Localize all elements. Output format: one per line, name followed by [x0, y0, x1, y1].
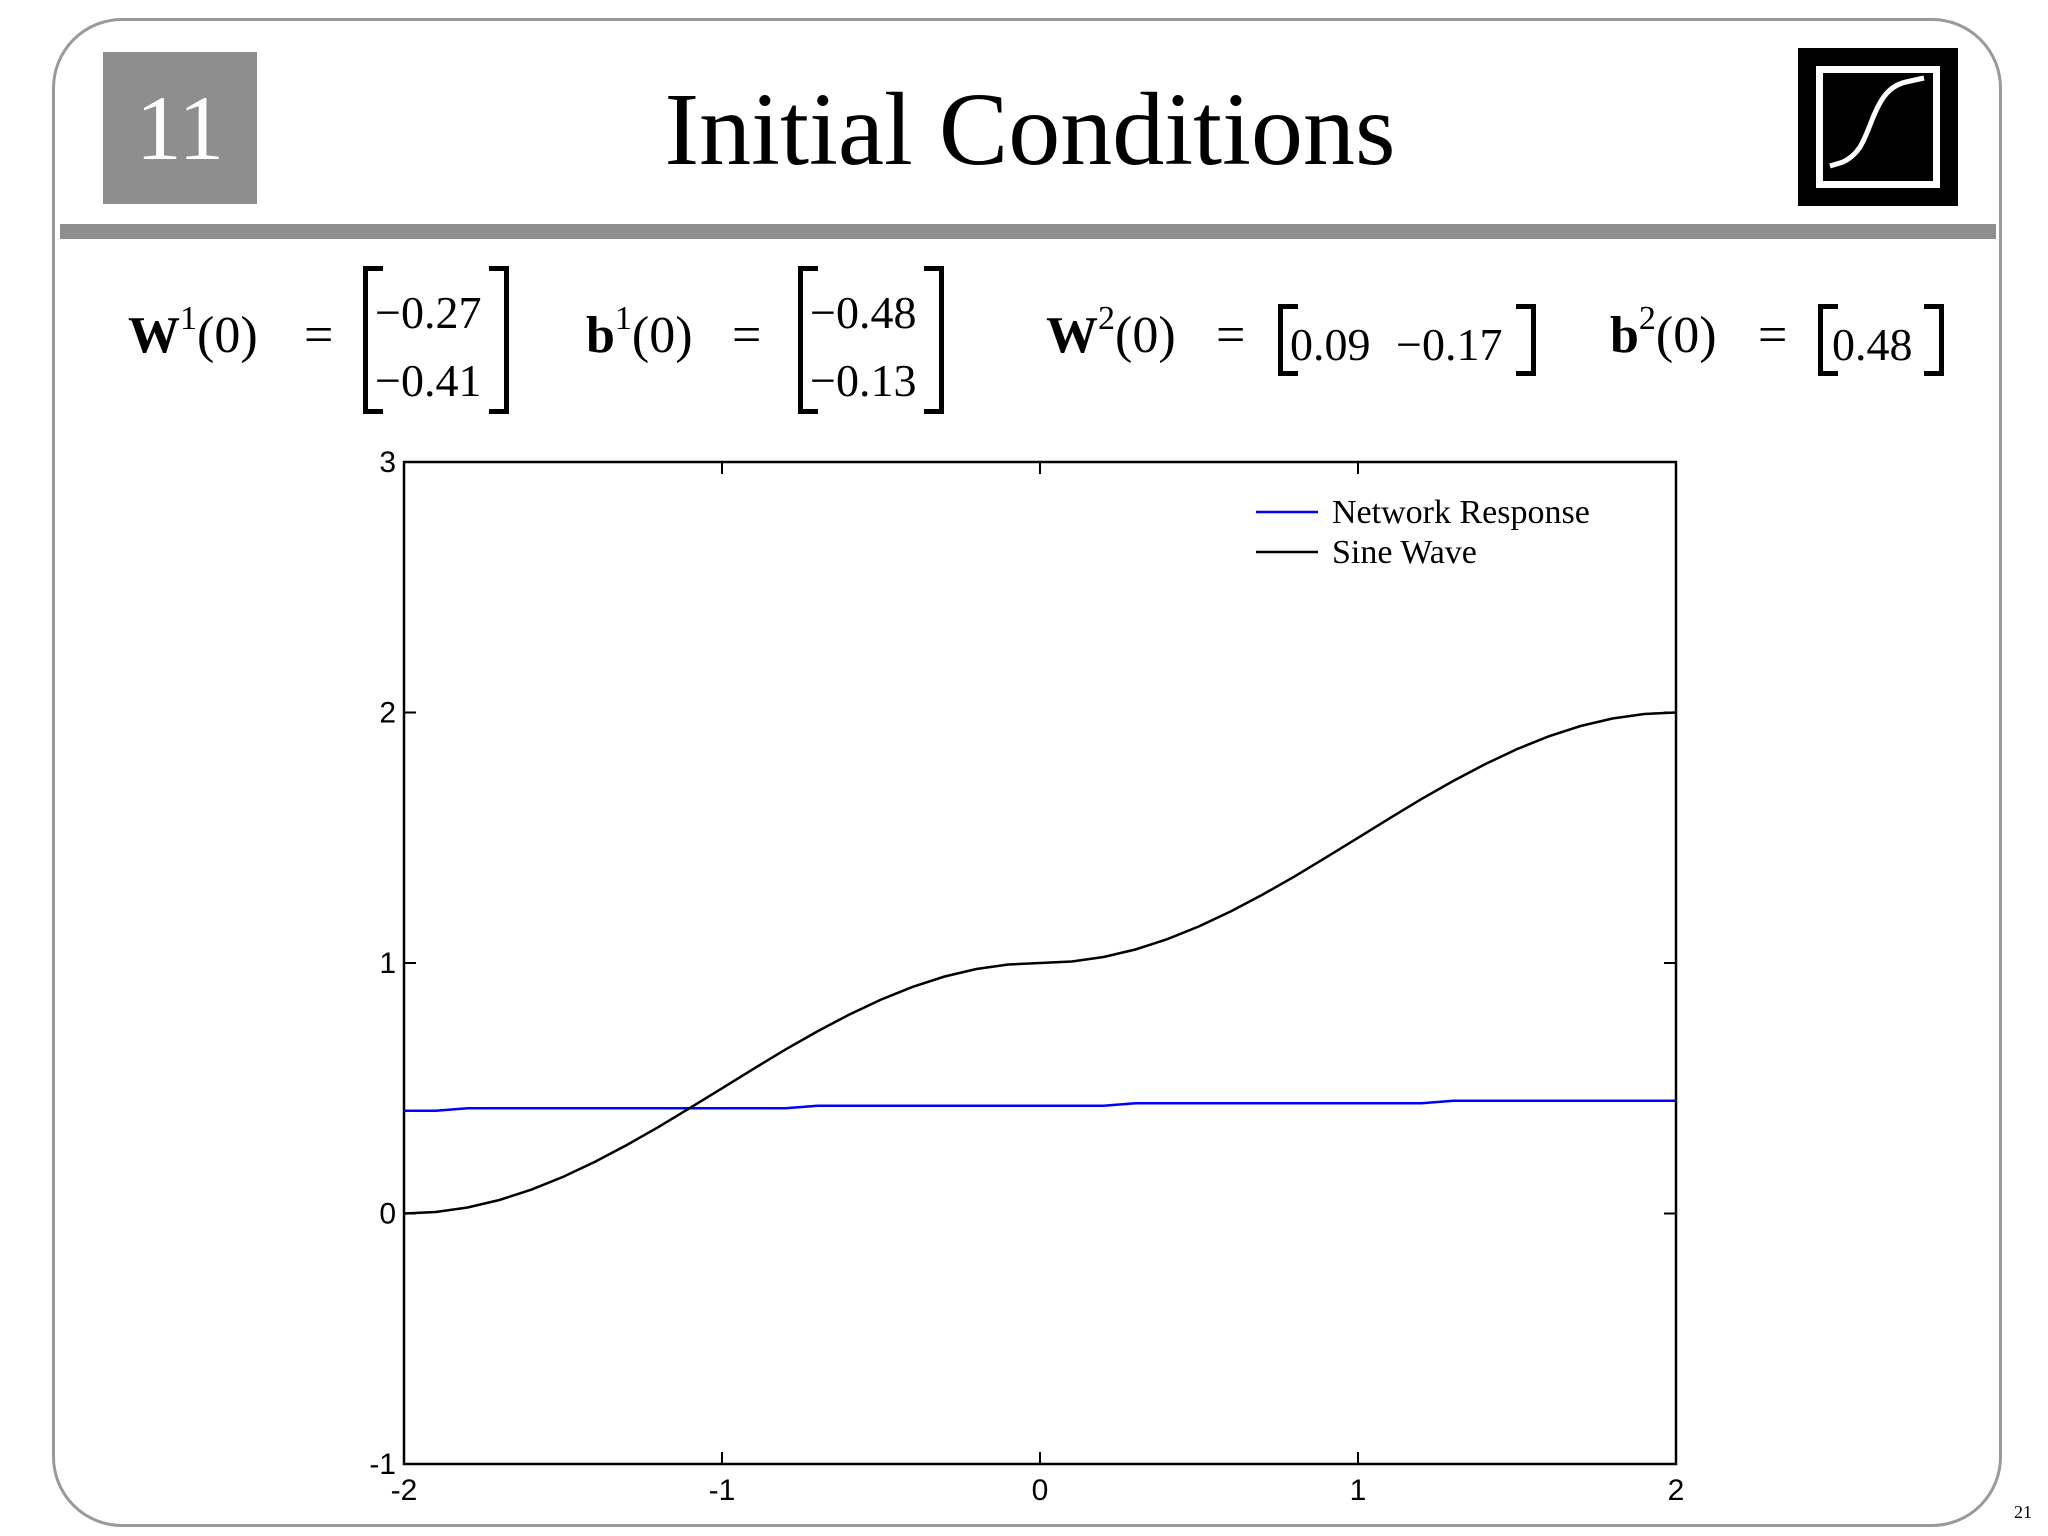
b1-value-2: −0.13	[810, 355, 917, 406]
equation-w2: W2(0) = 0.09 −0.17	[1046, 266, 1546, 416]
b1-value-1: −0.48	[810, 287, 917, 338]
x-tick-label: 1	[1350, 1474, 1367, 1507]
series-line-1	[404, 1099, 1676, 1113]
b2-label: b2(0)	[1610, 300, 1717, 364]
x-tick-label: 0	[1032, 1474, 1049, 1507]
x-tick-label: -1	[709, 1474, 736, 1507]
w1-equals: =	[304, 307, 334, 364]
w2-equals: =	[1216, 307, 1246, 364]
y-tick-label: 0	[379, 1198, 396, 1231]
series-line-2	[403, 711, 1677, 1215]
w1-label: W1(0)	[128, 300, 258, 364]
w2-value-2: −0.17	[1396, 319, 1503, 370]
b2-matrix: 0.48	[1818, 304, 1944, 376]
page-number: 21	[2014, 1502, 2032, 1522]
w1-value-2: −0.41	[375, 355, 482, 406]
sigmoid-logo-icon	[1798, 48, 1958, 206]
w2-value-1: 0.09	[1290, 319, 1371, 370]
b1-matrix: −0.48 −0.13	[798, 266, 944, 414]
w2-label: W2(0)	[1046, 300, 1176, 364]
w2-matrix: 0.09 −0.17	[1278, 304, 1536, 376]
title-divider	[60, 224, 1996, 239]
chart-series	[403, 711, 1677, 1215]
slide-title: Initial Conditions	[664, 72, 1396, 187]
b2-value-1: 0.48	[1832, 319, 1913, 370]
legend-label-1: Network Response	[1332, 494, 1590, 531]
slide-frame	[52, 18, 2002, 1527]
legend-label-2: Sine Wave	[1332, 534, 1477, 571]
y-tick-label: -1	[369, 1448, 396, 1481]
w1-value-1: −0.27	[375, 287, 482, 338]
b1-label: b1(0)	[586, 300, 693, 364]
equation-b2: b2(0) = 0.48	[1610, 266, 1950, 416]
equation-b1: b1(0) = −0.48 −0.13	[586, 266, 986, 416]
y-tick-label: 2	[379, 697, 396, 730]
y-tick-label: 3	[379, 446, 396, 479]
x-tick-label: 2	[1668, 1474, 1685, 1507]
equation-w1: W1(0) = −0.27 −0.41	[128, 266, 528, 416]
w1-matrix: −0.27 −0.41	[363, 266, 509, 414]
b1-equals: =	[732, 307, 762, 364]
chapter-number: 11	[103, 52, 257, 204]
x-tick-label: -2	[391, 1474, 418, 1507]
y-tick-label: 1	[379, 947, 396, 980]
b2-equals: =	[1758, 307, 1788, 364]
